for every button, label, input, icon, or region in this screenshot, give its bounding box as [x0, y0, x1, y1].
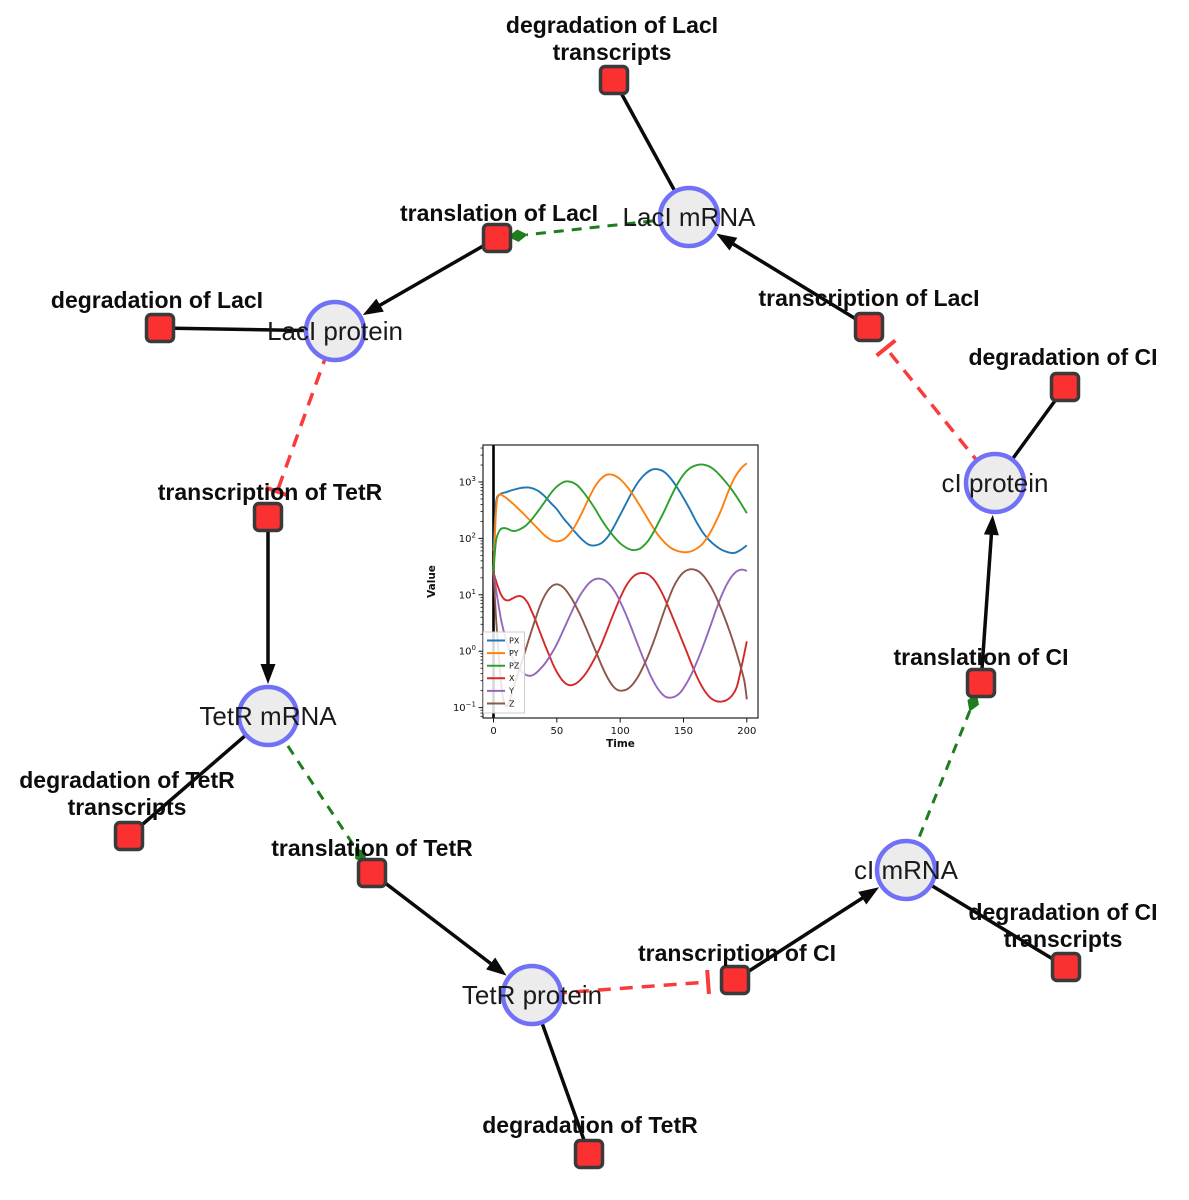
reaction-label-tc_lacI: transcription of LacI	[758, 285, 979, 311]
arrowhead	[362, 298, 384, 316]
edge-tl_lacI-to-lacI_protein	[362, 236, 499, 316]
arrowhead	[716, 233, 738, 251]
species-label-lacI_protein: LacI protein	[267, 316, 403, 346]
y-axis-label: Value	[426, 565, 438, 598]
reaction-label-deg_cI_tx: degradation of CI	[968, 899, 1157, 925]
reaction-label-deg_tetR_tx: transcripts	[68, 794, 187, 820]
species-label-cI_mrna: cI mRNA	[854, 855, 959, 885]
reaction-node-tl_tetR	[356, 857, 388, 889]
reaction-label-deg_lacI: degradation of LacI	[51, 287, 263, 313]
chart-legend: PX PY PZ XYZ	[483, 631, 525, 714]
species-label-tetR_mrna: TetR mRNA	[199, 701, 337, 731]
reaction-label-deg_lacI_tx: transcripts	[553, 39, 672, 65]
species-node-lacI_protein	[303, 299, 367, 363]
reaction-label-deg_tetR_tx: degradation of TetR	[19, 767, 235, 793]
reaction-node-tl_lacI	[481, 222, 513, 254]
species-node-tetR_protein	[500, 963, 564, 1027]
reaction-node-deg_tetR	[573, 1138, 605, 1170]
x-tick-label: 100	[611, 726, 630, 737]
species-node-cI_mrna	[874, 838, 938, 902]
reaction-label-deg_lacI_tx: degradation of LacI	[506, 12, 718, 38]
arrowhead	[858, 887, 880, 905]
arrowhead	[983, 514, 999, 536]
series-PY	[492, 462, 748, 573]
reaction-node-deg_cI_tx	[1050, 951, 1082, 983]
activation-arrowhead	[507, 229, 528, 242]
species-label-cI_protein: cI protein	[942, 468, 1049, 498]
reaction-node-deg_cI	[1049, 371, 1081, 403]
x-tick-label: 0	[490, 726, 496, 737]
reaction-node-tc_lacI	[853, 311, 885, 343]
reaction-node-deg_tetR_tx	[113, 820, 145, 852]
legend-label-Y: Y	[508, 687, 514, 696]
x-tick-label: 50	[550, 726, 563, 737]
reaction-label-tl_cI: translation of CI	[893, 644, 1068, 670]
inhibition-tbar	[875, 338, 897, 358]
species-node-cI_protein	[963, 451, 1027, 515]
reaction-label-deg_cI_tx: transcripts	[1004, 926, 1123, 952]
node-labels: LacI mRNA LacI protein TetR mRNA TetR prote…	[19, 12, 1157, 1138]
reaction-label-deg_tetR: degradation of TetR	[482, 1112, 698, 1138]
nodes	[113, 64, 1082, 1170]
reaction-node-tc_tetR	[252, 501, 284, 533]
legend-label-PZ: PZ	[509, 662, 520, 671]
reaction-label-tl_tetR: translation of TetR	[271, 835, 473, 861]
species-label-lacI_mrna: LacI mRNA	[623, 202, 757, 232]
reaction-label-tc_cI: transcription of CI	[638, 940, 836, 966]
series-PX	[492, 468, 748, 555]
series-Y	[492, 568, 748, 699]
inhibition-tbar	[265, 485, 290, 498]
series-PZ	[492, 463, 748, 573]
edge-tl_tetR-to-tetR_protein	[370, 871, 507, 976]
legend-label-Z: Z	[509, 699, 515, 708]
reaction-node-tc_cI	[719, 964, 751, 996]
legend-label-PX: PX	[509, 636, 520, 645]
edge-tc_cI-to-cI_mrna	[733, 887, 880, 982]
x-tick-label: 150	[674, 726, 693, 737]
legend-label-X: X	[509, 674, 515, 683]
arrowhead	[260, 664, 276, 684]
species-node-tetR_mrna	[236, 684, 300, 748]
x-axis-label: Time	[606, 738, 635, 750]
reaction-label-tl_lacI: translation of LacI	[400, 200, 598, 226]
reaction-label-deg_cI: degradation of CI	[968, 344, 1157, 370]
series-X	[492, 571, 748, 703]
reaction-label-tc_tetR: transcription of TetR	[158, 479, 383, 505]
plot-frame	[482, 444, 759, 719]
edge-tl_cI-to-cI_protein	[979, 514, 999, 685]
legend-box	[483, 631, 525, 714]
legend-label-PY: PY	[509, 649, 519, 658]
species-node-lacI_mrna	[657, 185, 721, 249]
arrowhead	[486, 957, 507, 976]
reaction-node-deg_lacI	[144, 312, 176, 344]
reaction-node-deg_lacI_tx	[598, 64, 630, 96]
edge-tc_lacI-to-lacI_mrna	[716, 233, 871, 329]
x-tick-label: 200	[737, 726, 756, 737]
inhibition-tbar	[705, 969, 711, 995]
species-label-tetR_protein: TetR protein	[462, 980, 602, 1010]
reaction-node-tl_cI	[965, 667, 997, 699]
edge-tc_tetR-to-tetR_mrna	[260, 515, 276, 684]
